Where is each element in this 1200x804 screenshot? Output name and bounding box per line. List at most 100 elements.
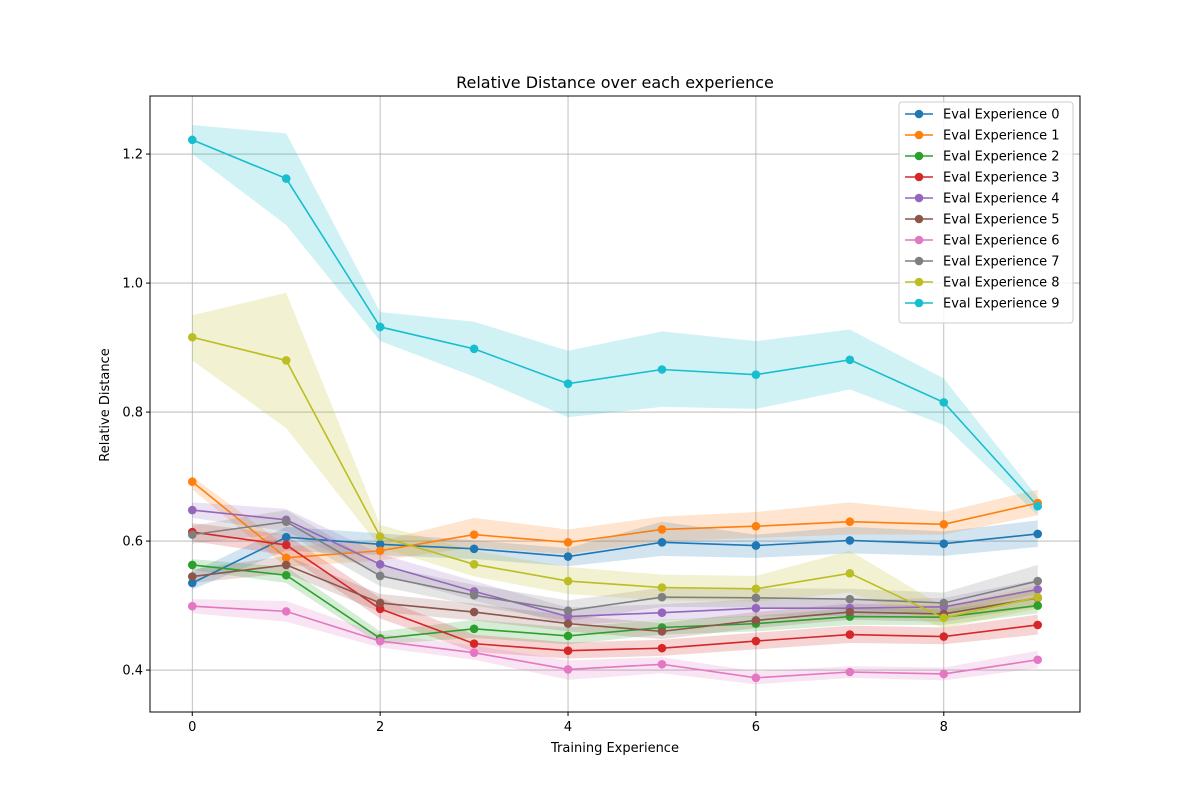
data-point-series-2 — [469, 624, 479, 634]
y-axis-ticks: 0.4 0.6 0.8 1.0 1.2 — [122, 148, 150, 679]
data-point-series-1 — [563, 538, 573, 547]
data-point-series-7 — [375, 571, 385, 581]
data-point-series-5 — [375, 598, 385, 608]
series-line-4 — [192, 509, 1038, 618]
chart-title: Relative Distance over each experience — [456, 73, 774, 92]
data-point-series-7 — [845, 594, 855, 604]
data-point-series-6 — [469, 648, 479, 657]
data-point-series-9 — [187, 135, 197, 145]
data-point-series-1 — [845, 517, 855, 527]
legend-entry-label: Eval Experience 0 — [943, 108, 1060, 123]
data-point-series-9 — [469, 344, 479, 354]
data-point-series-0 — [845, 536, 855, 545]
data-point-series-1 — [469, 530, 479, 539]
data-point-series-7 — [939, 598, 949, 608]
confidence-band-series-7 — [192, 510, 1038, 622]
legend-marker-swatch — [914, 193, 924, 203]
legend-marker-swatch — [914, 256, 924, 266]
data-point-series-4 — [375, 559, 385, 569]
data-point-series-2 — [1033, 601, 1043, 610]
data-point-series-5 — [187, 572, 197, 581]
data-point-series-9 — [1033, 501, 1043, 511]
y-tick-label: 0.6 — [122, 535, 143, 550]
data-point-series-5 — [751, 616, 761, 625]
data-point-series-9 — [751, 370, 761, 379]
x-tick-label: 0 — [188, 720, 196, 735]
data-point-series-4 — [1033, 585, 1043, 594]
data-point-series-5 — [845, 607, 855, 617]
legend-entry-label: Eval Experience 4 — [943, 192, 1060, 207]
plot-frame — [149, 95, 1081, 713]
confidence-band-series-3 — [192, 523, 1038, 659]
data-point-series-8 — [657, 583, 667, 592]
x-axis-ticks: 0 2 4 6 8 — [188, 712, 948, 735]
series-lines — [191, 139, 1039, 679]
legend: Eval Experience 0 Eval Experience 1 Eval E… — [898, 101, 1074, 324]
legend-entry-label: Eval Experience 1 — [943, 129, 1060, 144]
series-line-5 — [192, 564, 1038, 633]
data-point-series-6 — [563, 665, 573, 674]
series-markers — [187, 135, 1043, 683]
y-tick-label: 0.4 — [122, 664, 143, 679]
series-line-6 — [192, 605, 1038, 679]
legend-entry-label: Eval Experience 7 — [943, 255, 1060, 270]
data-point-series-5 — [281, 560, 291, 570]
x-tick-label: 4 — [564, 720, 572, 735]
series-line-2 — [192, 564, 1038, 640]
series-line-8 — [192, 336, 1038, 619]
series-line-1 — [191, 481, 1038, 559]
confidence-band-series-2 — [192, 559, 1038, 645]
data-point-series-4 — [187, 505, 197, 515]
data-point-series-4 — [657, 608, 667, 617]
data-point-series-6 — [845, 667, 855, 677]
data-point-series-3 — [845, 630, 855, 639]
y-tick-label: 1.2 — [122, 148, 143, 163]
y-axis-label: Relative Distance — [98, 348, 113, 461]
data-point-series-7 — [563, 606, 573, 616]
data-point-series-8 — [187, 332, 197, 342]
data-point-series-4 — [751, 603, 761, 613]
data-point-series-3 — [939, 632, 949, 641]
data-point-series-8 — [845, 569, 855, 578]
data-point-series-9 — [939, 398, 949, 407]
data-point-series-0 — [469, 544, 479, 554]
data-point-series-2 — [281, 570, 291, 580]
data-point-series-0 — [1033, 529, 1043, 539]
data-point-series-1 — [375, 546, 385, 556]
data-point-series-3 — [563, 646, 573, 656]
series-line-9 — [191, 139, 1039, 507]
data-point-series-8 — [375, 532, 385, 541]
x-tick-label: 6 — [752, 720, 760, 735]
data-point-series-0 — [187, 578, 197, 588]
data-point-series-0 — [751, 541, 761, 550]
legend-entry-label: Eval Experience 5 — [943, 213, 1060, 228]
data-point-series-8 — [1033, 592, 1043, 602]
legend-entry-label: Eval Experience 3 — [943, 171, 1060, 186]
legend-marker-swatch — [914, 277, 924, 287]
data-point-series-0 — [939, 539, 949, 548]
data-point-series-7 — [469, 590, 479, 600]
y-tick-label: 0.8 — [122, 406, 143, 421]
x-tick-label: 8 — [940, 720, 948, 735]
legend-box — [898, 101, 1074, 324]
x-axis-label: Training Experience — [550, 741, 679, 756]
data-point-series-6 — [939, 669, 949, 679]
data-point-series-5 — [657, 627, 667, 636]
confidence-band-series-0 — [192, 520, 1038, 590]
data-point-series-0 — [563, 552, 573, 561]
data-point-series-7 — [751, 593, 761, 603]
data-point-series-8 — [469, 559, 479, 569]
legend-marker-swatch — [914, 130, 924, 140]
data-point-series-1 — [939, 519, 949, 529]
data-point-series-2 — [187, 560, 197, 570]
data-point-series-8 — [281, 356, 291, 365]
data-point-series-3 — [469, 639, 479, 648]
data-point-series-8 — [939, 613, 949, 623]
data-point-series-6 — [281, 607, 291, 616]
legend-entry-label: Eval Experience 6 — [943, 234, 1060, 249]
legend-marker-swatch — [914, 151, 924, 161]
legend-marker-swatch — [914, 214, 924, 224]
series-line-0 — [191, 533, 1038, 584]
